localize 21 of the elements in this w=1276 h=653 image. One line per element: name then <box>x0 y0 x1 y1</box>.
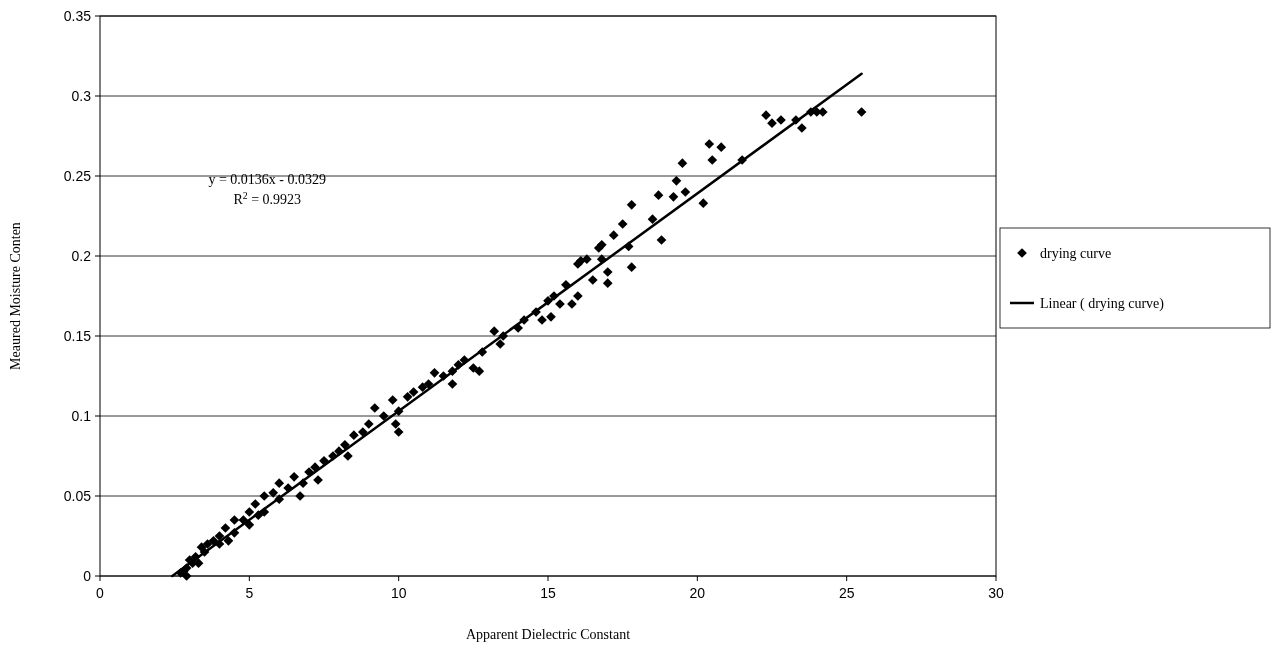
y-tick-label: 0.25 <box>63 167 92 184</box>
y-tick-label: 0.05 <box>63 487 92 504</box>
x-axis-title: Apparent Dielectric Constant <box>465 627 631 642</box>
x-tick-label: 25 <box>838 585 855 601</box>
x-tick-label: 20 <box>689 585 706 601</box>
x-tick-label: 0 <box>96 585 105 601</box>
legend-label: Linear ( drying curve) <box>1040 295 1165 312</box>
y-tick-label: 0.3 <box>71 87 92 104</box>
y-tick-label: 0.35 <box>63 7 92 24</box>
y-tick-label: 0.2 <box>71 247 92 264</box>
legend-label: drying curve <box>1040 245 1112 261</box>
annotation: R$^{2}$ = 0.9923 <box>233 189 302 207</box>
x-tick-label: 30 <box>988 585 1004 601</box>
annotation: y = 0.0136x - 0.0329 <box>208 172 327 187</box>
y-tick-label: 0.1 <box>71 407 92 424</box>
y-tick-label: 0 <box>83 567 92 584</box>
x-tick-label: 5 <box>245 585 254 601</box>
x-tick-label: 15 <box>540 585 556 601</box>
y-axis-title: Meaured Moisture Conten <box>8 222 23 370</box>
x-tick-label: 10 <box>390 585 407 601</box>
y-tick-label: 0.15 <box>63 327 92 344</box>
